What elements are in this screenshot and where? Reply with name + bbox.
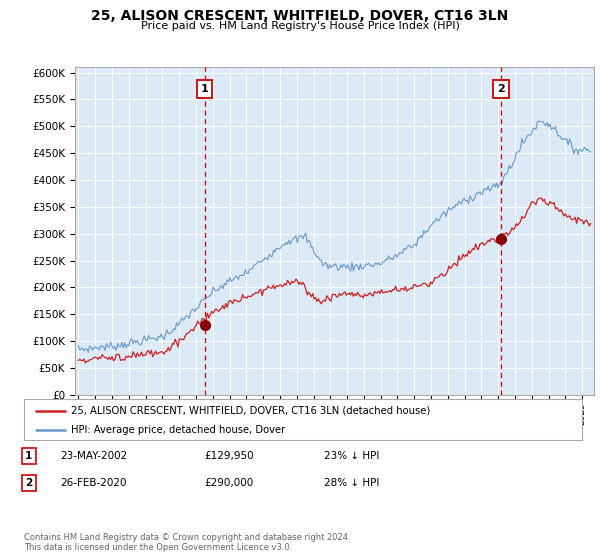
Text: Price paid vs. HM Land Registry's House Price Index (HPI): Price paid vs. HM Land Registry's House … xyxy=(140,21,460,31)
Text: 25, ALISON CRESCENT, WHITFIELD, DOVER, CT16 3LN (detached house): 25, ALISON CRESCENT, WHITFIELD, DOVER, C… xyxy=(71,405,431,416)
Text: 1: 1 xyxy=(25,451,32,461)
Text: 25, ALISON CRESCENT, WHITFIELD, DOVER, CT16 3LN: 25, ALISON CRESCENT, WHITFIELD, DOVER, C… xyxy=(91,9,509,23)
Text: £129,950: £129,950 xyxy=(204,451,254,461)
Text: 2: 2 xyxy=(25,478,32,488)
Text: 1: 1 xyxy=(201,83,209,94)
Text: 28% ↓ HPI: 28% ↓ HPI xyxy=(324,478,379,488)
Text: 26-FEB-2020: 26-FEB-2020 xyxy=(60,478,127,488)
Text: This data is licensed under the Open Government Licence v3.0.: This data is licensed under the Open Gov… xyxy=(24,543,292,552)
Text: 23% ↓ HPI: 23% ↓ HPI xyxy=(324,451,379,461)
Text: 23-MAY-2002: 23-MAY-2002 xyxy=(60,451,127,461)
Text: HPI: Average price, detached house, Dover: HPI: Average price, detached house, Dove… xyxy=(71,424,286,435)
Text: £290,000: £290,000 xyxy=(204,478,253,488)
Text: 2: 2 xyxy=(497,83,505,94)
Text: Contains HM Land Registry data © Crown copyright and database right 2024.: Contains HM Land Registry data © Crown c… xyxy=(24,533,350,542)
